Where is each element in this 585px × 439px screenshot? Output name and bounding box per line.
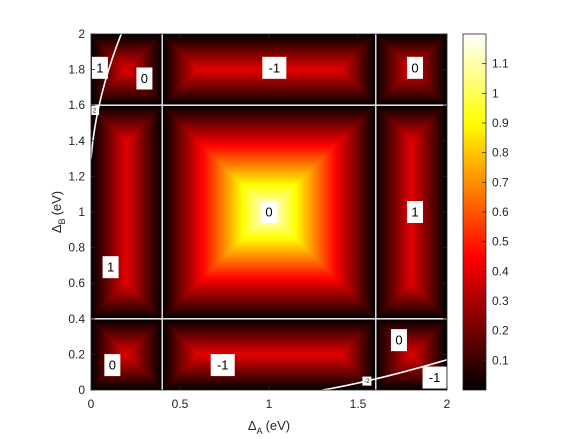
colorbar-tick-label: 0.1 [492, 353, 509, 367]
y-tick-label: 1.8 [68, 63, 85, 77]
region-label: -1 [262, 56, 287, 79]
y-tick-label: 0 [78, 383, 85, 397]
region-label-text: 1 [107, 260, 114, 275]
region-label-box [91, 56, 108, 79]
region-label: 0 [104, 354, 121, 377]
region-label-box [136, 67, 153, 90]
colorbar-tick-label: 0.2 [492, 324, 509, 338]
region-label: 1 [406, 201, 423, 223]
region-label-box [102, 256, 119, 279]
y-axis-ticks: 0 0.2 0.4 0.6 0.8 1 1.2 1.4 1.6 1.8 2 [68, 27, 447, 397]
region-label: 0 [136, 67, 153, 90]
y-tick-label: 1.6 [68, 98, 85, 112]
colorbar-tick-label: 0.5 [492, 235, 509, 249]
region-label-text: -1 [217, 358, 229, 373]
colorbar-gradient [463, 34, 486, 390]
colorbar-tick-label: 0.7 [492, 175, 509, 189]
x-axis-label: ΔA (eV) [248, 418, 290, 436]
region-label: -2 [362, 376, 372, 386]
region-label: 0 [261, 201, 277, 223]
x-tick-label: 0.5 [172, 397, 189, 411]
region-label: -1 [210, 354, 235, 377]
colorbar-ticks: 0.1 0.2 0.3 0.4 0.5 0.6 0.7 0.8 0.9 1 1.1 [482, 57, 509, 367]
region-label: 1 [102, 256, 119, 279]
boundary-curve [322, 358, 447, 390]
colorbar-tick-label: 0.8 [492, 146, 509, 160]
colorbar-tick-label: 0.4 [492, 264, 509, 278]
region-label-text: -1 [269, 60, 281, 75]
y-tick-label: 0.8 [68, 241, 85, 255]
colorbar-tick-label: 0.9 [492, 116, 509, 130]
y-tick-label: 1.2 [68, 169, 85, 183]
y-tick-label: 1 [78, 205, 85, 219]
region-label-text: 1 [411, 205, 418, 220]
region-label-text: -1 [429, 370, 441, 385]
region-label-text: 2 [93, 109, 97, 115]
region-boundaries [91, 34, 447, 390]
boundary-curve [91, 34, 123, 159]
x-axis-ticks: 0 0.5 1 1.5 2 [88, 34, 451, 411]
region-label-box [362, 376, 372, 386]
region-label-box [104, 354, 121, 377]
region-label: 1 [91, 56, 108, 79]
region-label-box [390, 329, 407, 352]
region-label-text: 0 [141, 71, 148, 86]
region-label-box [422, 366, 447, 389]
x-tick-label: 1 [266, 397, 273, 411]
region-label-box [406, 56, 423, 79]
x-tick-label: 1.5 [350, 397, 367, 411]
region-label: 2 [90, 106, 100, 116]
colorbar-tick-label: 0.3 [492, 294, 509, 308]
y-axis-label: ΔB(eV) [49, 191, 67, 233]
y-tick-label: 0.2 [68, 347, 85, 361]
region-label: 0 [390, 329, 407, 352]
region-label-box [210, 354, 235, 377]
region-label-text: 0 [395, 333, 402, 348]
colorbar-tick-label: 1 [492, 86, 499, 100]
region-label-box [261, 201, 277, 223]
region-label: 0 [406, 56, 423, 79]
colorbar-tick-label: 1.1 [492, 57, 509, 71]
region-label-text: 0 [411, 60, 418, 75]
y-tick-label: 0.6 [68, 276, 85, 290]
region-label-text: -2 [364, 379, 370, 385]
region-label-box [406, 201, 423, 223]
region-label-box [262, 56, 287, 79]
region-label-box [90, 106, 100, 116]
region-label-text: 1 [96, 60, 103, 75]
region-label-text: 0 [109, 358, 116, 373]
region-labels: 1 0 -1 0 2 1 0 1 0 -1 0 -2 -1 [90, 56, 447, 389]
colorbar: 0.1 0.2 0.3 0.4 0.5 0.6 0.7 0.8 0.9 1 1.1 [462, 33, 509, 391]
x-tick-label: 2 [444, 397, 451, 411]
colorbar-tick-label: 0.6 [492, 205, 509, 219]
y-tick-label: 0.4 [68, 312, 85, 326]
region-label-text: 0 [265, 205, 272, 220]
x-tick-label: 0 [88, 397, 95, 411]
y-tick-label: 2 [78, 27, 85, 41]
y-tick-label: 1.4 [68, 134, 85, 148]
boundary-curves [91, 34, 447, 390]
region-label: -1 [422, 366, 447, 389]
